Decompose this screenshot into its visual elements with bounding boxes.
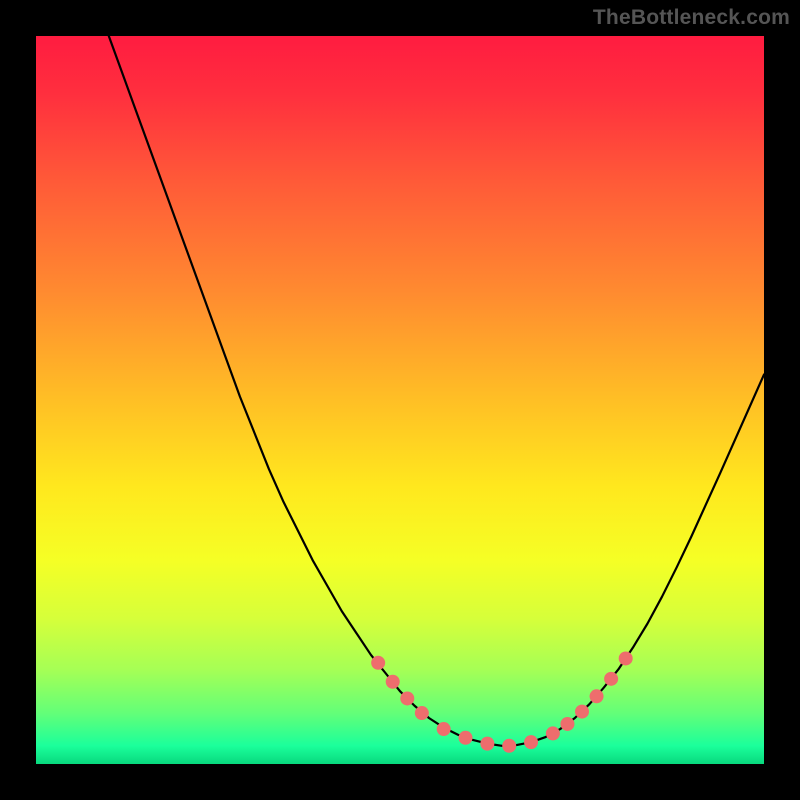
plot-background-gradient	[36, 36, 764, 764]
curve-marker	[502, 739, 516, 753]
curve-marker	[604, 672, 618, 686]
watermark: TheBottleneck.com	[593, 6, 790, 30]
curve-marker	[459, 731, 473, 745]
curve-marker	[560, 717, 574, 731]
curve-marker	[480, 737, 494, 751]
curve-marker	[524, 735, 538, 749]
curve-marker	[386, 675, 400, 689]
curve-marker	[415, 706, 429, 720]
curve-marker	[400, 691, 414, 705]
curve-marker	[619, 651, 633, 665]
curve-marker	[575, 705, 589, 719]
curve-marker	[590, 689, 604, 703]
curve-marker	[546, 726, 560, 740]
curve-marker	[437, 722, 451, 736]
chart-svg	[0, 0, 800, 800]
curve-marker	[371, 656, 385, 670]
